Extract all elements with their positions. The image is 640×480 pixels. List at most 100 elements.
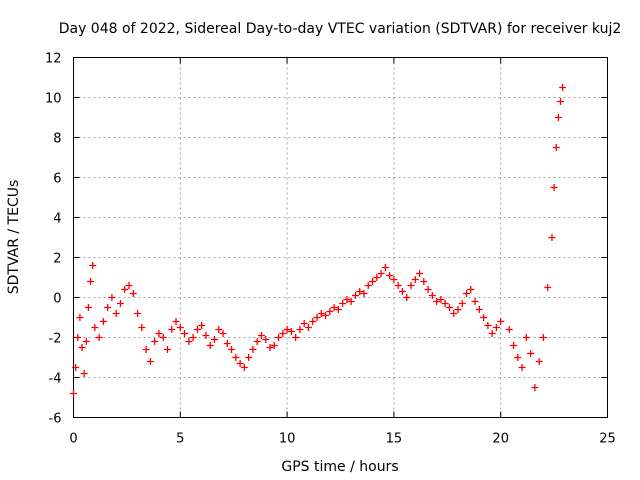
data-point bbox=[450, 310, 458, 317]
data-point bbox=[381, 264, 389, 271]
data-point bbox=[339, 300, 347, 307]
data-point bbox=[304, 324, 312, 331]
data-point bbox=[232, 354, 240, 361]
data-point bbox=[437, 296, 445, 303]
data-point bbox=[70, 390, 77, 397]
data-point bbox=[275, 334, 283, 341]
data-point bbox=[168, 326, 176, 333]
data-point bbox=[527, 350, 535, 357]
data-point bbox=[181, 330, 189, 337]
data-point bbox=[287, 328, 295, 335]
data-point bbox=[292, 334, 300, 341]
data-point bbox=[471, 298, 479, 305]
data-point bbox=[548, 234, 556, 241]
data-point bbox=[129, 290, 137, 297]
data-point bbox=[283, 326, 291, 333]
data-point bbox=[492, 324, 500, 331]
x-tick-labels: 0 5 10 15 20 25 bbox=[69, 432, 615, 447]
data-point bbox=[557, 98, 565, 105]
data-point bbox=[398, 288, 406, 295]
x-tick-label: 25 bbox=[599, 432, 616, 447]
data-point bbox=[364, 282, 372, 289]
data-point bbox=[249, 346, 257, 353]
data-point bbox=[522, 334, 530, 341]
data-point bbox=[554, 114, 562, 121]
data-point bbox=[91, 324, 99, 331]
x-tick-label: 20 bbox=[492, 432, 509, 447]
data-point bbox=[424, 286, 432, 293]
data-point bbox=[373, 274, 381, 281]
data-point bbox=[215, 326, 223, 333]
data-point bbox=[552, 144, 560, 151]
data-point bbox=[185, 338, 193, 345]
y-axis-label: SDTVAR / TECUs bbox=[6, 180, 22, 295]
data-point bbox=[78, 344, 86, 351]
data-point bbox=[433, 298, 441, 305]
data-point bbox=[206, 342, 214, 349]
data-point bbox=[458, 300, 466, 307]
data-point bbox=[134, 310, 142, 317]
data-point bbox=[151, 338, 159, 345]
y-tick-label: 4 bbox=[53, 212, 61, 227]
data-point bbox=[74, 334, 82, 341]
data-point bbox=[488, 330, 496, 337]
data-point bbox=[112, 310, 120, 317]
data-point bbox=[518, 364, 526, 371]
data-point bbox=[146, 358, 154, 365]
data-point bbox=[480, 314, 488, 321]
axis-ticks bbox=[73, 57, 608, 418]
plot-frame bbox=[73, 57, 608, 418]
data-point bbox=[454, 306, 462, 313]
data-point bbox=[300, 320, 308, 327]
data-point bbox=[416, 270, 424, 277]
data-point bbox=[420, 278, 428, 285]
data-point bbox=[202, 332, 210, 339]
data-point bbox=[313, 314, 321, 321]
data-point bbox=[390, 276, 398, 283]
data-point bbox=[510, 342, 518, 349]
data-point bbox=[84, 304, 92, 311]
chart-title: Day 048 of 2022, Sidereal Day-to-day VTE… bbox=[59, 21, 622, 37]
data-point bbox=[240, 364, 248, 371]
data-point bbox=[497, 318, 505, 325]
data-point bbox=[347, 298, 355, 305]
data-point bbox=[279, 330, 287, 337]
data-point bbox=[163, 346, 171, 353]
data-point bbox=[245, 354, 253, 361]
data-point bbox=[309, 318, 317, 325]
y-tick-label: 8 bbox=[53, 132, 61, 147]
data-point bbox=[505, 326, 513, 333]
data-point bbox=[189, 334, 197, 341]
grid-lines bbox=[73, 57, 608, 418]
data-point bbox=[138, 324, 146, 331]
data-point bbox=[219, 330, 227, 337]
data-point bbox=[475, 306, 483, 313]
y-tick-label: 0 bbox=[53, 292, 61, 307]
data-point bbox=[87, 278, 95, 285]
data-point bbox=[322, 312, 330, 319]
y-tick-label: -4 bbox=[49, 372, 62, 387]
data-point bbox=[176, 324, 184, 331]
data-point bbox=[463, 290, 471, 297]
data-point bbox=[535, 358, 543, 365]
data-point bbox=[539, 334, 547, 341]
data-point bbox=[193, 326, 201, 333]
data-point bbox=[210, 336, 218, 343]
data-point bbox=[159, 334, 167, 341]
data-point bbox=[72, 364, 80, 371]
data-point bbox=[76, 314, 84, 321]
data-point bbox=[394, 282, 402, 289]
data-point bbox=[257, 332, 265, 339]
data-point bbox=[334, 306, 342, 313]
y-tick-label: 2 bbox=[53, 252, 61, 267]
data-point bbox=[445, 304, 453, 311]
data-point bbox=[514, 354, 522, 361]
data-point bbox=[559, 84, 567, 91]
y-tick-label: 10 bbox=[45, 92, 62, 107]
data-point bbox=[125, 282, 133, 289]
data-point bbox=[82, 338, 90, 345]
data-points bbox=[70, 84, 567, 397]
data-point bbox=[330, 304, 338, 311]
y-tick-labels: -6 -4 -2 0 2 4 6 8 10 12 bbox=[45, 52, 62, 427]
